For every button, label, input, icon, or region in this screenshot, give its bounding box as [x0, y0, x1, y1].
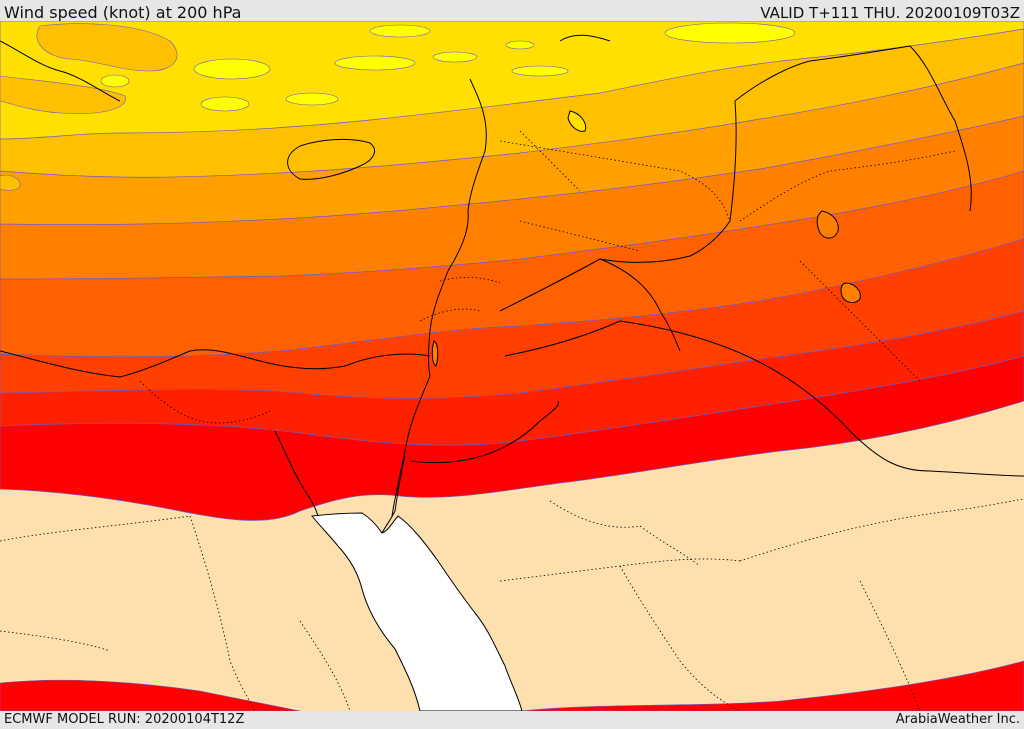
map-canvas [0, 21, 1024, 711]
speed-max-patch [100, 74, 130, 88]
footer-bar: ECMWF MODEL RUN: 20200104T12Z ArabiaWeat… [0, 711, 1024, 729]
speed-max-patch [200, 96, 250, 112]
wind-band-8-south [519, 660, 1024, 711]
lake [567, 110, 587, 132]
coastlines [0, 34, 1024, 534]
lake [816, 210, 839, 239]
wind-speed-map [0, 21, 1024, 711]
wind-band-2-patch [0, 75, 126, 114]
speed-max-patch [432, 51, 478, 63]
speed-max-patch [334, 55, 416, 71]
red-sea [311, 512, 523, 711]
speed-max-patch [193, 58, 271, 80]
credit: ArabiaWeather Inc. [895, 712, 1020, 727]
wind-band-2-patch [36, 23, 178, 72]
speed-max-patch [505, 40, 535, 50]
model-run: ECMWF MODEL RUN: 20200104T12Z [4, 712, 245, 727]
map-title: Wind speed (knot) at 200 hPa [4, 3, 242, 22]
speed-max-patch [511, 65, 569, 77]
header-bar: Wind speed (knot) at 200 hPa VALID T+111… [0, 0, 1024, 22]
wind-band-8-south [0, 679, 301, 711]
wind-band-1 [0, 21, 1024, 140]
speed-max-patch [664, 22, 796, 44]
valid-time: VALID T+111 THU. 20200109T03Z [760, 4, 1020, 22]
lake [840, 282, 861, 304]
lake [431, 340, 439, 367]
wind-band-2-patch [0, 174, 21, 191]
admin-borders [0, 130, 1024, 711]
speed-max-patch [369, 24, 431, 38]
speed-max-patch [285, 92, 339, 106]
